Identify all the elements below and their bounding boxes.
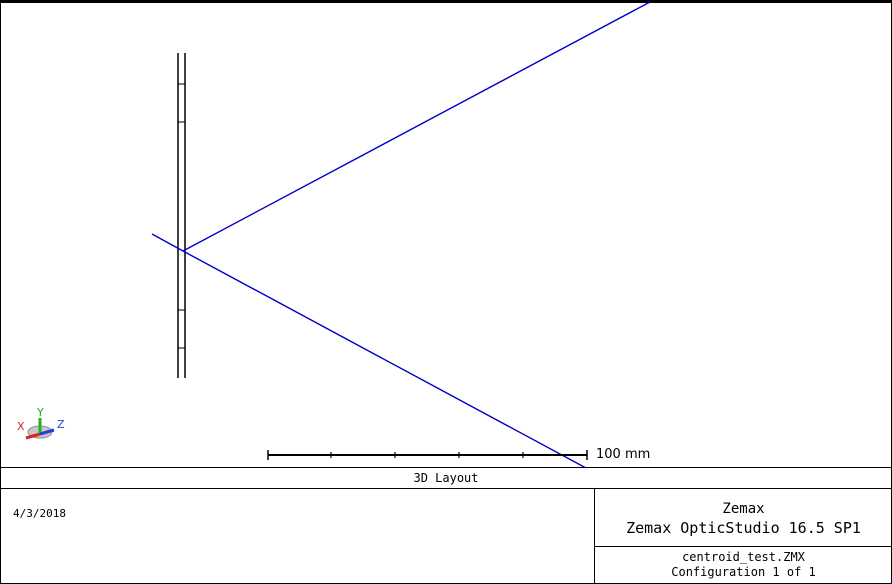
company-name: Zemax bbox=[722, 501, 765, 517]
configuration-label: Configuration 1 of 1 bbox=[671, 565, 816, 579]
orientation-axes-icon: X Y Z bbox=[17, 406, 65, 440]
x-axis-arrow bbox=[25, 432, 41, 440]
z-axis-arrow bbox=[39, 428, 55, 436]
layout-canvas: X Y Z bbox=[17, 1, 651, 468]
plot-title-bar: 3D Layout bbox=[0, 467, 892, 489]
rays bbox=[151, 1, 651, 468]
reflected-ray-upper bbox=[182, 1, 651, 252]
plot-title: 3D Layout bbox=[413, 471, 479, 485]
z-axis-label: Z bbox=[57, 418, 65, 431]
layout-plot-area: X Y Z 100 mm bbox=[17, 1, 651, 468]
transmitted-ray-lower bbox=[182, 250, 587, 468]
info-panel-product: Zemax Zemax OpticStudio 16.5 SP1 bbox=[595, 489, 892, 547]
product-version: Zemax OpticStudio 16.5 SP1 bbox=[626, 519, 861, 537]
optical-element bbox=[177, 53, 186, 378]
incident-ray bbox=[151, 233, 184, 252]
info-panel-left: 4/3/2018 bbox=[0, 489, 595, 584]
scale-bar bbox=[267, 450, 588, 460]
x-axis-label: X bbox=[17, 420, 25, 433]
scale-bar-label: 100 mm bbox=[596, 447, 651, 462]
y-axis-label: Y bbox=[36, 406, 44, 419]
info-panel-file: centroid_test.ZMX Configuration 1 of 1 bbox=[595, 547, 892, 584]
date-label: 4/3/2018 bbox=[13, 507, 66, 520]
file-name: centroid_test.ZMX bbox=[682, 550, 805, 564]
